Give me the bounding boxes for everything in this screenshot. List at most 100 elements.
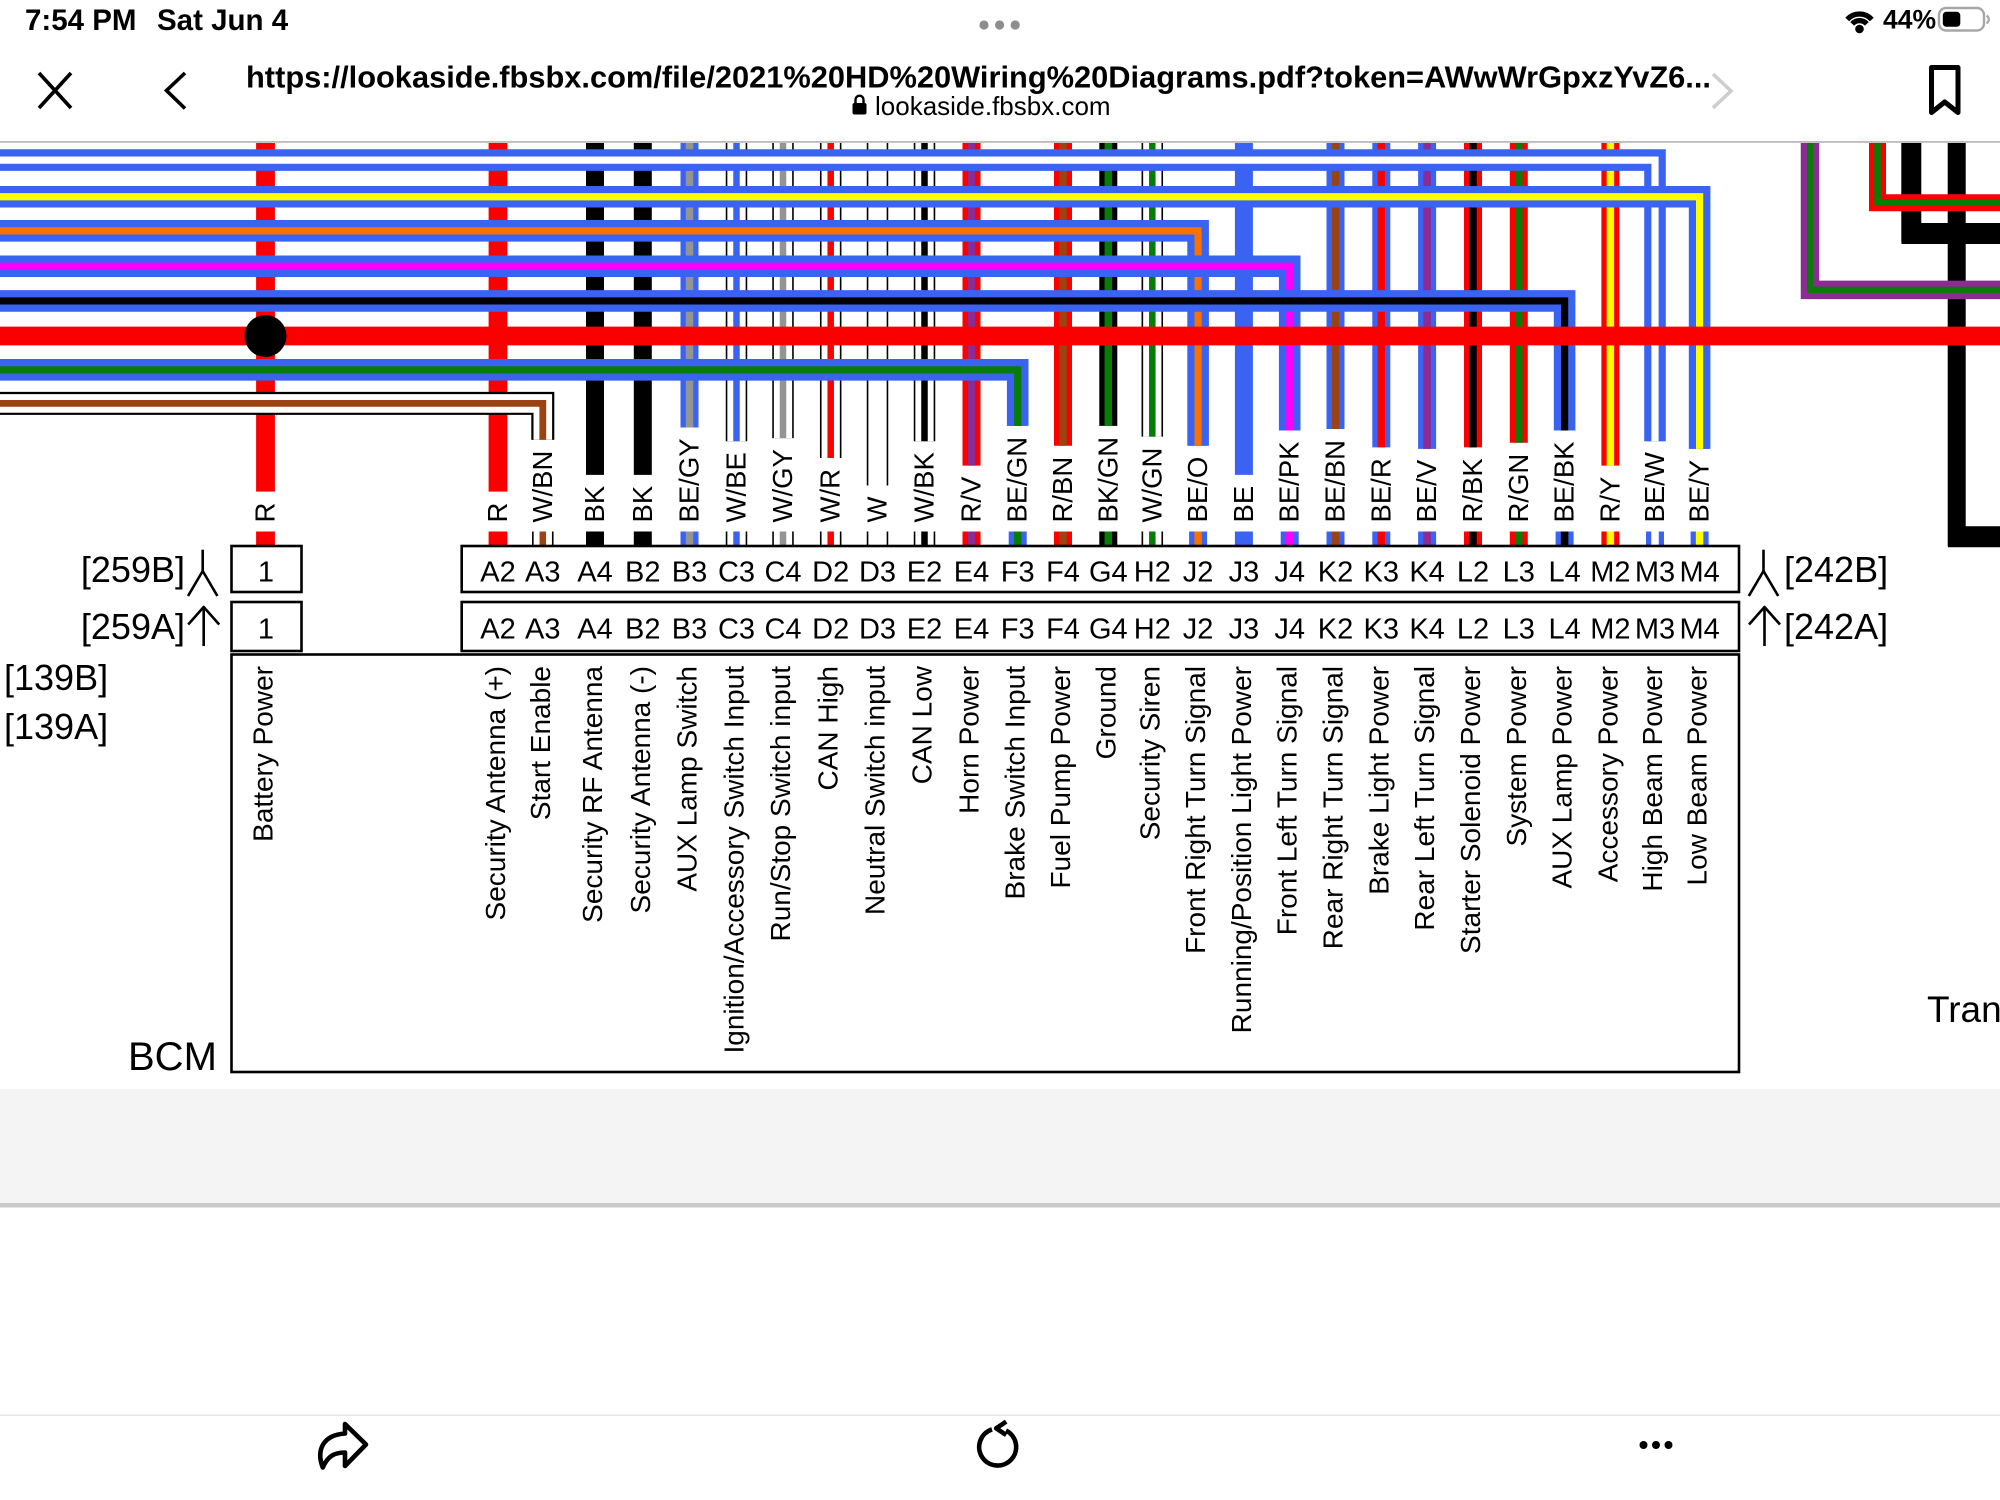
svg-text:[242B]: [242B] <box>1784 549 1888 590</box>
svg-text:Security RF Antenna: Security RF Antenna <box>577 666 608 923</box>
svg-text:https://lookaside.fbsbx.com/fi: https://lookaside.fbsbx.com/file/2021%20… <box>246 60 1711 95</box>
svg-text:R/Y: R/Y <box>1594 477 1625 523</box>
svg-text:CAN Low: CAN Low <box>907 665 938 784</box>
svg-text:F4: F4 <box>1046 614 1080 646</box>
svg-text:L3: L3 <box>1503 614 1535 646</box>
svg-text:lookaside.fbsbx.com: lookaside.fbsbx.com <box>875 91 1111 121</box>
svg-text:Brake Light Power: Brake Light Power <box>1363 666 1394 895</box>
svg-text:BE/BK: BE/BK <box>1549 441 1580 523</box>
svg-text:W/BN: W/BN <box>527 451 558 523</box>
svg-text:Ignition/Accessory Switch Inpu: Ignition/Accessory Switch Input <box>719 666 750 1054</box>
svg-text:BE/PK: BE/PK <box>1274 441 1305 523</box>
svg-text:L4: L4 <box>1548 614 1580 646</box>
svg-text:BE/Y: BE/Y <box>1684 460 1715 523</box>
svg-text:D2: D2 <box>812 614 849 646</box>
svg-text:Rear Left Turn Signal: Rear Left Turn Signal <box>1409 666 1440 931</box>
svg-text:J4: J4 <box>1274 614 1305 646</box>
svg-text:K2: K2 <box>1318 557 1353 589</box>
svg-text:C4: C4 <box>764 557 801 589</box>
svg-text:Low Beam Power: Low Beam Power <box>1682 666 1713 885</box>
svg-text:L3: L3 <box>1503 557 1535 589</box>
svg-text:Front Right Turn Signal: Front Right Turn Signal <box>1180 666 1211 954</box>
svg-text:J3: J3 <box>1229 557 1260 589</box>
svg-text:M2: M2 <box>1590 557 1630 589</box>
svg-text:F4: F4 <box>1046 557 1080 589</box>
svg-text:W/R: W/R <box>815 469 846 522</box>
svg-text:R: R <box>482 503 513 523</box>
svg-text:BK: BK <box>579 485 610 522</box>
svg-text:Front Left Turn Signal: Front Left Turn Signal <box>1272 666 1303 935</box>
svg-text:E2: E2 <box>907 614 942 646</box>
svg-text:Battery Power: Battery Power <box>248 666 279 842</box>
svg-text:C3: C3 <box>718 614 755 646</box>
svg-text:B2: B2 <box>625 614 660 646</box>
svg-text:L2: L2 <box>1457 614 1489 646</box>
svg-text:A2: A2 <box>480 557 515 589</box>
svg-text:Starter Solenoid Power: Starter Solenoid Power <box>1455 666 1486 954</box>
svg-text:A3: A3 <box>525 614 560 646</box>
svg-text:D2: D2 <box>812 557 849 589</box>
svg-text:BE/W: BE/W <box>1639 452 1670 522</box>
svg-text:Transmission: Transmission <box>1927 989 2000 1030</box>
svg-text:B3: B3 <box>672 557 707 589</box>
svg-text:K4: K4 <box>1409 557 1444 589</box>
svg-text:Security Antenna (+): Security Antenna (+) <box>480 666 511 920</box>
svg-text:7:54 PM: 7:54 PM <box>25 4 137 37</box>
svg-text:M3: M3 <box>1635 557 1675 589</box>
svg-text:C3: C3 <box>718 557 755 589</box>
svg-text:W/GY: W/GY <box>767 449 798 522</box>
svg-text:W: W <box>862 497 893 523</box>
svg-text:R/BK: R/BK <box>1457 458 1488 523</box>
svg-text:BE/R: BE/R <box>1365 458 1396 522</box>
svg-text:W/BK: W/BK <box>909 452 940 523</box>
svg-text:L4: L4 <box>1548 557 1580 589</box>
svg-text:A3: A3 <box>525 557 560 589</box>
svg-text:R/V: R/V <box>956 476 987 523</box>
svg-text:G4: G4 <box>1089 557 1128 589</box>
svg-text:M4: M4 <box>1679 614 1719 646</box>
svg-text:BE/GN: BE/GN <box>1002 437 1033 523</box>
svg-text:Security Siren: Security Siren <box>1134 666 1165 840</box>
svg-text:W/BE: W/BE <box>721 452 752 522</box>
svg-text:AUX Lamp Power: AUX Lamp Power <box>1547 666 1578 889</box>
svg-text:H2: H2 <box>1134 614 1171 646</box>
svg-text:W/GN: W/GN <box>1136 448 1167 523</box>
svg-text:M4: M4 <box>1679 557 1719 589</box>
svg-text:1: 1 <box>258 614 274 646</box>
svg-text:R/BN: R/BN <box>1047 457 1078 523</box>
svg-text:M2: M2 <box>1590 614 1630 646</box>
svg-text:J3: J3 <box>1229 614 1260 646</box>
svg-text:[139B]: [139B] <box>4 657 108 698</box>
svg-text:J2: J2 <box>1183 557 1214 589</box>
svg-text:J4: J4 <box>1274 557 1305 589</box>
svg-text:[259A]: [259A] <box>81 606 185 647</box>
svg-text:Running/Position Light Power: Running/Position Light Power <box>1226 666 1257 1033</box>
svg-text:D3: D3 <box>859 557 896 589</box>
svg-text:R/GN: R/GN <box>1503 454 1534 523</box>
svg-text:K3: K3 <box>1364 557 1399 589</box>
svg-text:[259B]: [259B] <box>81 549 185 590</box>
svg-text:L2: L2 <box>1457 557 1489 589</box>
svg-text:BE/BN: BE/BN <box>1320 440 1351 523</box>
svg-text:[242A]: [242A] <box>1784 606 1888 647</box>
svg-text:Neutral Switch input: Neutral Switch input <box>860 666 891 915</box>
svg-text:B3: B3 <box>672 614 707 646</box>
svg-text:Sat Jun 4: Sat Jun 4 <box>157 4 289 37</box>
svg-text:K3: K3 <box>1364 614 1399 646</box>
svg-text:E2: E2 <box>907 557 942 589</box>
svg-text:System Power: System Power <box>1501 666 1532 847</box>
svg-text:M3: M3 <box>1635 614 1675 646</box>
svg-text:BE/GY: BE/GY <box>674 438 705 522</box>
svg-text:A4: A4 <box>577 614 612 646</box>
svg-text:AUX Lamp Switch: AUX Lamp Switch <box>672 666 703 892</box>
svg-text:Fuel Pump Power: Fuel Pump Power <box>1045 666 1076 889</box>
svg-text:BK/GN: BK/GN <box>1092 437 1123 523</box>
svg-text:H2: H2 <box>1134 557 1171 589</box>
svg-text:F3: F3 <box>1001 557 1035 589</box>
svg-text:A4: A4 <box>577 557 612 589</box>
svg-text:Start Enable: Start Enable <box>525 666 556 820</box>
svg-text:CAN High: CAN High <box>813 666 844 790</box>
svg-text:C4: C4 <box>764 614 801 646</box>
svg-text:Accessory Power: Accessory Power <box>1592 666 1623 882</box>
svg-text:D3: D3 <box>859 614 896 646</box>
